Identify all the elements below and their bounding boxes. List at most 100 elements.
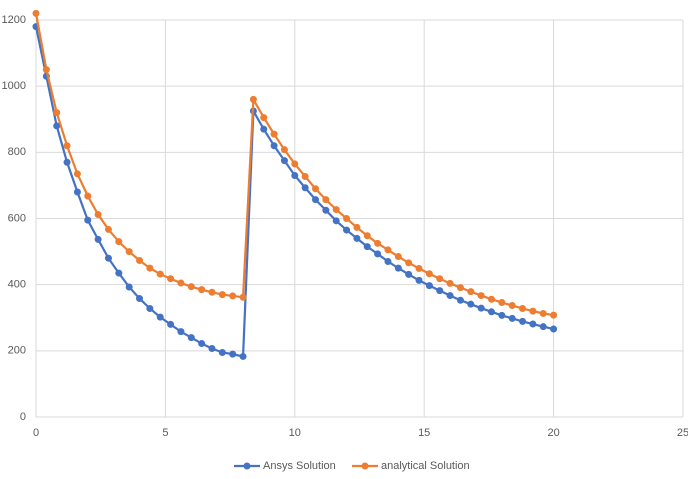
data-point	[115, 269, 123, 277]
data-point	[394, 253, 402, 261]
data-point	[229, 292, 237, 300]
y-tick-label: 0	[20, 411, 26, 423]
data-point	[167, 275, 175, 283]
x-tick-label: 0	[33, 427, 39, 439]
data-point	[63, 142, 71, 150]
data-point	[477, 304, 485, 312]
data-point	[374, 239, 382, 247]
data-point	[42, 66, 50, 74]
data-point	[312, 196, 320, 204]
data-point	[405, 259, 413, 267]
data-point	[239, 293, 247, 301]
data-point	[177, 328, 185, 336]
data-point	[539, 323, 547, 331]
data-point	[477, 292, 485, 300]
data-point	[550, 325, 558, 333]
data-point	[249, 95, 257, 103]
data-point	[529, 307, 537, 315]
data-point	[353, 223, 361, 231]
data-point	[104, 225, 112, 233]
data-point	[363, 243, 371, 251]
data-point	[332, 206, 340, 214]
data-point	[136, 257, 144, 265]
data-point	[280, 157, 288, 165]
data-point	[84, 216, 92, 224]
data-point	[353, 234, 361, 242]
data-point	[94, 211, 102, 219]
data-point	[218, 291, 226, 299]
data-point	[405, 270, 413, 278]
data-point	[332, 217, 340, 225]
data-point	[425, 282, 433, 290]
data-point	[487, 308, 495, 316]
y-tick-label: 800	[8, 146, 26, 158]
data-point	[446, 292, 454, 300]
x-tick-label: 25	[677, 427, 688, 439]
data-point	[260, 114, 268, 122]
data-point	[218, 348, 226, 356]
data-point	[456, 296, 464, 304]
data-point	[177, 279, 185, 287]
data-point	[104, 254, 112, 262]
data-point	[415, 264, 423, 272]
data-point	[63, 158, 71, 166]
data-point	[239, 352, 247, 360]
data-point	[198, 340, 206, 348]
data-point	[73, 188, 81, 196]
data-point	[187, 283, 195, 291]
legend-marker	[361, 462, 369, 470]
legend-label: Ansys Solution	[263, 460, 336, 472]
data-point	[446, 279, 454, 287]
data-point	[519, 317, 527, 325]
data-point	[456, 284, 464, 292]
x-tick-label: 10	[289, 427, 301, 439]
data-point	[467, 288, 475, 296]
data-point	[229, 350, 237, 358]
data-point	[436, 287, 444, 295]
y-tick-label: 400	[8, 279, 26, 291]
data-point	[498, 311, 506, 319]
y-tick-label: 1200	[2, 14, 26, 26]
data-point	[53, 122, 61, 130]
data-point	[301, 184, 309, 192]
data-point	[94, 235, 102, 243]
data-point	[136, 295, 144, 303]
x-tick-label: 5	[162, 427, 168, 439]
data-point	[312, 185, 320, 193]
data-point	[508, 314, 516, 322]
data-point	[374, 250, 382, 258]
data-point	[73, 170, 81, 178]
data-point	[270, 130, 278, 138]
data-point	[84, 192, 92, 200]
data-point	[467, 300, 475, 308]
data-point	[146, 304, 154, 312]
data-point	[260, 125, 268, 133]
data-point	[415, 276, 423, 284]
data-point	[156, 270, 164, 278]
data-point	[208, 345, 216, 353]
data-point	[125, 248, 133, 256]
data-point	[198, 286, 206, 294]
data-point	[53, 109, 61, 117]
data-point	[291, 160, 299, 168]
y-tick-label: 1000	[2, 80, 26, 92]
data-point	[115, 238, 123, 246]
data-point	[529, 320, 537, 328]
y-tick-label: 200	[8, 345, 26, 357]
data-point	[363, 232, 371, 240]
data-point	[32, 9, 40, 17]
y-tick-label: 600	[8, 212, 26, 224]
data-point	[146, 264, 154, 272]
data-point	[436, 275, 444, 283]
x-tick-label: 15	[418, 427, 430, 439]
data-point	[487, 295, 495, 303]
data-point	[187, 334, 195, 342]
data-point	[125, 283, 133, 291]
data-point	[539, 309, 547, 317]
legend-marker	[243, 462, 251, 470]
data-point	[322, 206, 330, 214]
x-tick-label: 20	[547, 427, 559, 439]
data-point	[156, 313, 164, 321]
data-point	[498, 299, 506, 307]
